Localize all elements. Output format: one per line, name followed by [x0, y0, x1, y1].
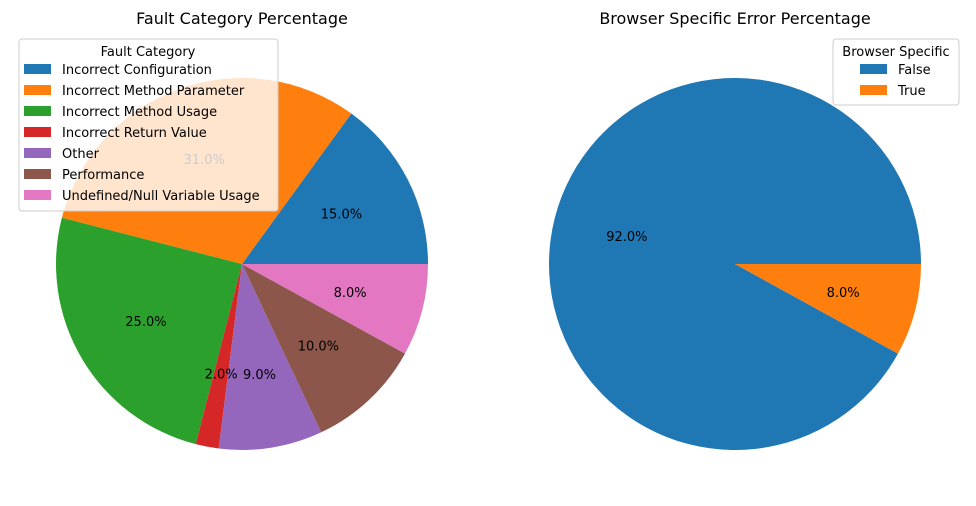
browser-specific-legend: Browser Specific False True	[832, 38, 960, 106]
pct-label-other: 9.0%	[243, 368, 276, 383]
legend-label-incorrect-method-parameter: Incorrect Method Parameter	[62, 84, 245, 99]
legend-swatch-incorrect-method-usage	[24, 106, 51, 116]
legend-swatch-other	[24, 148, 51, 158]
legend-title: Fault Category	[101, 45, 196, 60]
legend-label-undefined-null-variable-usage: Undefined/Null Variable Usage	[62, 189, 260, 204]
legend-label-false: False	[898, 63, 931, 78]
pct-label-true: 8.0%	[827, 286, 860, 301]
pie-slice-true	[735, 264, 921, 354]
pct-label-incorrect-return-value: 2.0%	[205, 368, 238, 383]
legend-swatch-performance	[24, 169, 51, 179]
legend-swatch-incorrect-return-value	[24, 127, 51, 137]
legend-label-other: Other	[62, 147, 100, 162]
fault-category-legend: Fault Category Incorrect Configuration In…	[18, 38, 279, 212]
legend-label-incorrect-return-value: Incorrect Return Value	[62, 126, 207, 141]
legend-label-true: True	[897, 84, 926, 99]
browser-specific-pie: 92.0% 8.0%	[549, 77, 921, 450]
browser-specific-title: Browser Specific Error Percentage	[599, 9, 870, 28]
legend-label-incorrect-configuration: Incorrect Configuration	[62, 63, 212, 78]
legend-frame	[18, 38, 279, 212]
pct-label-performance: 10.0%	[298, 339, 339, 354]
legend-swatch-incorrect-method-parameter	[24, 85, 51, 95]
pie-slice-performance	[242, 264, 405, 433]
pct-label-false: 92.0%	[606, 230, 647, 245]
legend-swatch-false	[860, 64, 887, 74]
pie-slice-undefined-null-variable-usage	[242, 264, 428, 354]
legend-label-incorrect-method-usage: Incorrect Method Usage	[62, 105, 217, 120]
browser-specific-chart: Browser Specific Error Percentage 92.0% 8…	[549, 9, 921, 450]
legend-title: Browser Specific	[842, 45, 949, 60]
pie-slice-false	[549, 77, 921, 450]
pie-slice-other	[218, 264, 322, 450]
pie-slice-incorrect-return-value	[195, 264, 242, 449]
pie-slice-incorrect-configuration	[242, 113, 428, 264]
legend-label-performance: Performance	[62, 168, 144, 183]
pct-label-incorrect-configuration: 15.0%	[321, 207, 362, 222]
fault-category-title: Fault Category Percentage	[136, 9, 348, 28]
legend-swatch-incorrect-configuration	[24, 64, 51, 74]
legend-swatch-true	[860, 85, 887, 95]
pie-slice-incorrect-method-usage	[55, 217, 242, 445]
pct-label-incorrect-method-usage: 25.0%	[125, 315, 166, 330]
legend-swatch-undefined-null-variable-usage	[24, 190, 51, 200]
pct-label-undefined-null-variable-usage: 8.0%	[334, 286, 367, 301]
